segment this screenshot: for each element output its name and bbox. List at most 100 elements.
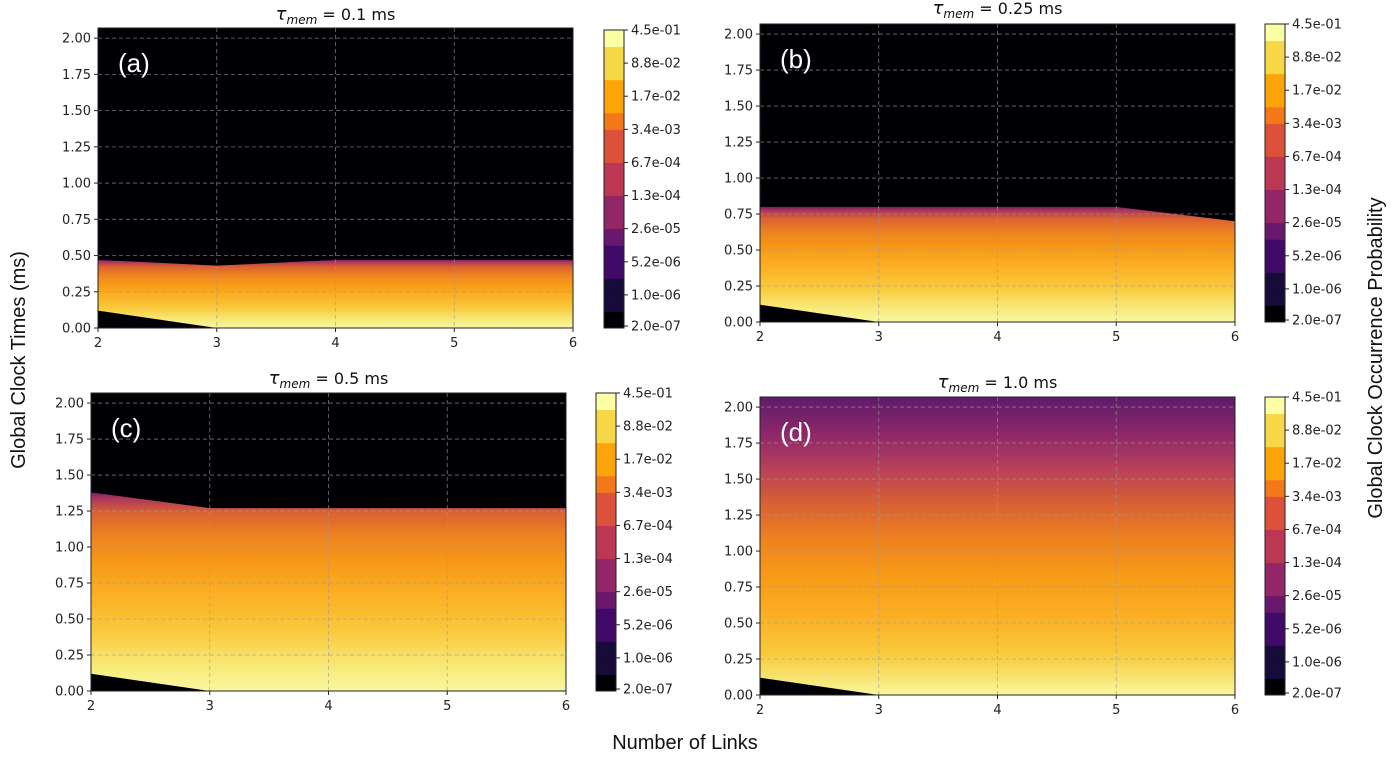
colorbar-band — [604, 30, 624, 48]
colorbar-band — [1265, 612, 1285, 630]
y-tick-label: 0.25 — [724, 653, 753, 668]
y-tick-label: 1.00 — [724, 545, 753, 560]
panel-title: τmem = 0.5 ms — [269, 368, 389, 391]
x-tick-label: 4 — [993, 703, 1001, 718]
colorbar-tick-label: 8.8e-02 — [631, 57, 681, 72]
colorbar-band — [1265, 222, 1285, 240]
colorbar-tick-label: 6.7e-04 — [1292, 523, 1342, 538]
zero-probability-wedge — [760, 304, 879, 322]
y-tick-label: 0.00 — [724, 316, 753, 331]
y-tick-label: 1.50 — [55, 469, 84, 484]
colorbar-frame — [1264, 23, 1286, 323]
x-tick-label: 5 — [1112, 703, 1120, 718]
y-tick-label: 1.25 — [62, 140, 91, 155]
colorbar-band — [1265, 479, 1285, 497]
colorbar-tick-label: 1.3e-04 — [1292, 556, 1342, 571]
zero-probability-wedge — [91, 673, 210, 691]
colorbar-band — [1265, 24, 1285, 42]
colorbar-band — [596, 426, 616, 444]
y-tick-label: 0.75 — [724, 581, 753, 596]
colorbar-band — [1265, 90, 1285, 108]
colorbar-band — [1265, 562, 1285, 580]
colorbar-tick-label: 1.3e-04 — [631, 189, 681, 204]
colorbar-band — [596, 442, 616, 460]
heatmap-panel: 2 3 4 5 6 0.00 0.25 0.50 0.75 1.00 1.25 1.50 1.75 2.0… — [62, 4, 681, 351]
colorbar-band — [604, 278, 624, 296]
colorbar-tick-label: 4.5e-01 — [1292, 18, 1342, 33]
colorbar-tick-label: 2.0e-07 — [623, 683, 673, 698]
colorbar-label: Global Clock Occurrence Probability — [1365, 197, 1387, 518]
y-tick-label: 0.00 — [62, 322, 91, 337]
colorbar-tick-label: 8.8e-02 — [1292, 424, 1342, 439]
y-tick-label: 2.00 — [724, 401, 753, 416]
colorbar-tick-label: 6.7e-04 — [1292, 150, 1342, 165]
y-tick-label: 0.75 — [724, 208, 753, 223]
y-tick-label: 0.50 — [55, 613, 84, 628]
y-tick-label: 1.75 — [62, 68, 91, 83]
colorbar-band — [604, 212, 624, 230]
x-tick-label: 2 — [756, 330, 764, 345]
colorbar-frame — [603, 29, 625, 329]
colorbar-tick-label: 2.6e-05 — [631, 222, 681, 237]
colorbar-band — [604, 294, 624, 312]
colorbar-band — [604, 96, 624, 114]
colorbar-tick-label: 6.7e-04 — [623, 519, 673, 534]
x-tick-label: 5 — [450, 336, 458, 351]
colorbar: 2.0e-07 1.0e-06 5.2e-06 2.6e-05 1.3e-04 6.7e-… — [603, 24, 681, 335]
x-tick-label: 6 — [562, 699, 570, 714]
y-tick-label: 1.25 — [724, 509, 753, 524]
colorbar-band — [1265, 397, 1285, 415]
colorbar-tick-label: 1.0e-06 — [631, 288, 681, 303]
colorbar-band — [604, 129, 624, 147]
colorbar-band — [1265, 529, 1285, 547]
colorbar-band — [604, 261, 624, 279]
colorbar-band — [1265, 645, 1285, 663]
colorbar-band — [1265, 628, 1285, 646]
colorbar-band — [1265, 661, 1285, 679]
y-tick-label: 0.25 — [55, 649, 84, 664]
y-tick-label: 0.50 — [62, 249, 91, 264]
colorbar-band — [604, 145, 624, 163]
panel-title: τmem = 0.1 ms — [276, 4, 396, 27]
panel-title: τmem = 0.25 ms — [933, 0, 1063, 21]
colorbar-frame — [595, 392, 617, 692]
panel-label: (c) — [111, 413, 141, 443]
colorbar-tick-label: 8.8e-02 — [623, 420, 673, 435]
colorbar-band — [1265, 189, 1285, 207]
colorbar-band — [1265, 139, 1285, 157]
colorbar-tick-label: 6.7e-04 — [631, 156, 681, 171]
colorbar-band — [1265, 123, 1285, 141]
panel-label: (d) — [780, 417, 812, 447]
colorbar-band — [1265, 463, 1285, 481]
y-tick-label: 2.00 — [62, 32, 91, 47]
colorbar-tick-label: 1.0e-06 — [623, 651, 673, 666]
y-tick-label: 1.75 — [724, 437, 753, 452]
colorbar-band — [596, 525, 616, 543]
colorbar-tick-label: 3.4e-03 — [623, 486, 673, 501]
colorbar-band — [596, 624, 616, 642]
colorbar-tick-label: 5.2e-06 — [1292, 622, 1342, 637]
x-tick-label: 2 — [87, 699, 95, 714]
panel-label: (a) — [118, 48, 150, 78]
colorbar-band — [596, 475, 616, 493]
x-tick-label: 4 — [993, 330, 1001, 345]
colorbar-band — [1265, 106, 1285, 124]
colorbar-band — [1265, 206, 1285, 224]
x-tick-label: 3 — [213, 336, 221, 351]
colorbar-tick-label: 1.7e-02 — [1292, 84, 1342, 99]
colorbar-band — [1265, 678, 1285, 696]
y-tick-label: 1.50 — [62, 104, 91, 119]
colorbar-band — [1265, 496, 1285, 514]
colorbar-tick-label: 2.0e-07 — [1292, 687, 1342, 702]
colorbar-band — [604, 245, 624, 263]
colorbar-band — [604, 112, 624, 130]
y-tick-label: 0.75 — [55, 577, 84, 592]
panel-title: τmem = 1.0 ms — [938, 372, 1058, 395]
colorbar-band — [604, 179, 624, 197]
colorbar-band — [1265, 446, 1285, 464]
colorbar-band — [604, 63, 624, 81]
x-axis-label: Number of Links — [612, 732, 758, 754]
y-tick-label: 1.25 — [724, 136, 753, 151]
y-tick-label: 1.00 — [724, 172, 753, 187]
y-tick-label: 1.25 — [55, 505, 84, 520]
